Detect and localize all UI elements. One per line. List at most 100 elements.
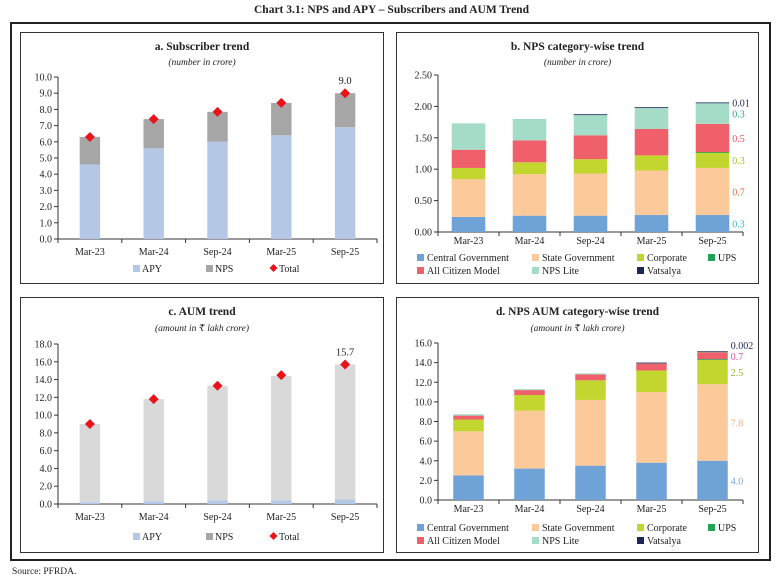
bar-apy	[334, 499, 356, 504]
bar-nps	[143, 399, 164, 502]
legend-swatch	[708, 524, 715, 531]
bar-state-government	[512, 174, 547, 216]
x-tick-label: Sep-25	[698, 236, 726, 247]
end-data-label: 4.0	[731, 476, 744, 487]
total-marker	[148, 114, 159, 125]
panel-subtitle: (amount in ₹ lakh crore)	[530, 324, 625, 334]
legend-swatch	[133, 265, 140, 272]
panel-title: d. NPS AUM category-wise trend	[496, 306, 659, 318]
panel-nps-category-trend: b. NPS category-wise trend (number in cr…	[396, 32, 759, 284]
y-tick-label: 1.0	[40, 218, 53, 229]
legend-swatch	[637, 267, 644, 274]
bar-nps	[79, 136, 101, 165]
bar-ups	[697, 359, 728, 360]
bar-all-citizen-model	[573, 135, 608, 160]
x-tick-label: Mar-24	[139, 512, 169, 523]
bar-all-citizen-model	[634, 129, 669, 156]
y-tick-label: 4.0	[420, 456, 433, 467]
y-tick-label: 7.0	[40, 121, 53, 132]
bar-central-government	[453, 475, 484, 500]
bar-all-citizen-model	[512, 140, 547, 163]
panel-subtitle: (amount in ₹ lakh crore)	[155, 324, 249, 334]
panel-title: b. NPS category-wise trend	[510, 41, 645, 53]
bar-corporate	[634, 155, 669, 171]
x-tick-label: Sep-24	[576, 504, 604, 515]
legend-label: UPS	[718, 253, 736, 264]
bar-apy	[143, 501, 164, 504]
bar-all-citizen-model	[451, 149, 486, 168]
bar-corporate	[573, 159, 608, 174]
source-note: Source: PFRDA.	[12, 567, 77, 577]
x-tick-label: Mar-23	[75, 247, 105, 258]
end-data-label: 0.7	[731, 352, 744, 363]
y-tick-label: 6.0	[40, 137, 53, 148]
bar-state-government	[514, 410, 545, 469]
end-data-label: 0.01	[732, 98, 750, 109]
bar-nps	[207, 111, 228, 142]
legend-label: Total	[279, 264, 300, 275]
bar-all-citizen-model	[636, 363, 667, 371]
legend-swatch	[532, 524, 539, 531]
x-tick-label: Mar-23	[75, 512, 105, 523]
total-marker	[276, 370, 287, 381]
bar-all-citizen-model	[697, 352, 728, 360]
y-tick-label: 8.0	[40, 428, 53, 439]
bar-nps	[271, 376, 292, 501]
y-tick-label: 0.50	[415, 196, 433, 207]
y-tick-label: 3.0	[40, 186, 53, 197]
bar-apy	[207, 500, 228, 504]
panel-title: a. Subscriber trend	[154, 41, 250, 53]
y-tick-label: 0.0	[40, 235, 53, 246]
y-tick-label: 10.0	[415, 397, 433, 408]
bar-state-government	[697, 384, 728, 461]
bar-state-government	[634, 170, 669, 216]
legend-label: Central Government	[427, 523, 509, 534]
bar-corporate	[514, 395, 545, 411]
bar-apy	[79, 164, 101, 239]
total-marker	[212, 380, 223, 391]
end-data-label: 0.002	[731, 341, 754, 352]
y-tick-label: 10.0	[35, 73, 53, 84]
y-tick-label: 12.0	[35, 393, 53, 404]
legend-label: Corporate	[647, 253, 688, 264]
x-tick-label: Sep-24	[203, 512, 231, 523]
y-tick-label: 2.0	[40, 482, 53, 493]
chart-svg: 0.00 0.50 1.00 1.50 2.00 2.50 Mar-23 Mar-24 Sep-…	[415, 71, 750, 278]
bar-nps-lite	[453, 414, 484, 416]
legend-swatch	[637, 254, 644, 261]
bar-nps	[334, 364, 356, 500]
bar-central-government	[695, 215, 730, 232]
total-marker	[84, 131, 95, 142]
y-tick-label: 2.0	[40, 202, 53, 213]
legend-label: APY	[142, 264, 162, 275]
bar-all-citizen-model	[575, 374, 606, 381]
bar-nps-lite	[512, 118, 547, 141]
legend-label: All Citizen Model	[427, 266, 500, 277]
bar-vatsalya	[636, 362, 667, 364]
y-tick-label: 14.0	[35, 375, 53, 386]
legend-label: Total	[279, 532, 300, 543]
legend-swatch	[637, 524, 644, 531]
bar-nps-lite	[514, 389, 545, 391]
bar-all-citizen-model	[453, 415, 484, 420]
legend-swatch	[417, 524, 424, 531]
chart-frame	[10, 22, 771, 561]
y-tick-label: 14.0	[415, 358, 433, 369]
total-marker	[148, 394, 159, 405]
chart-svg: 0.0 2.0 4.0 6.0 8.0 10.0 12.0 14.0 16.0 Mar-23 Mar…	[415, 339, 754, 548]
total-marker	[212, 106, 223, 117]
end-data-label: 0.3	[732, 109, 745, 120]
bar-central-government	[573, 215, 608, 232]
x-tick-label: Mar-25	[266, 512, 296, 523]
end-data-label: 2.5	[731, 368, 744, 379]
legend-swatch	[417, 267, 424, 274]
legend-swatch	[417, 254, 424, 261]
total-data-label: 9.0	[339, 76, 352, 87]
legend-swatch	[532, 254, 539, 261]
bar-corporate	[453, 419, 484, 432]
bar-apy	[143, 148, 164, 239]
bar-nps-lite	[575, 373, 606, 375]
bar-nps	[79, 424, 101, 503]
bar-state-government	[636, 392, 667, 463]
